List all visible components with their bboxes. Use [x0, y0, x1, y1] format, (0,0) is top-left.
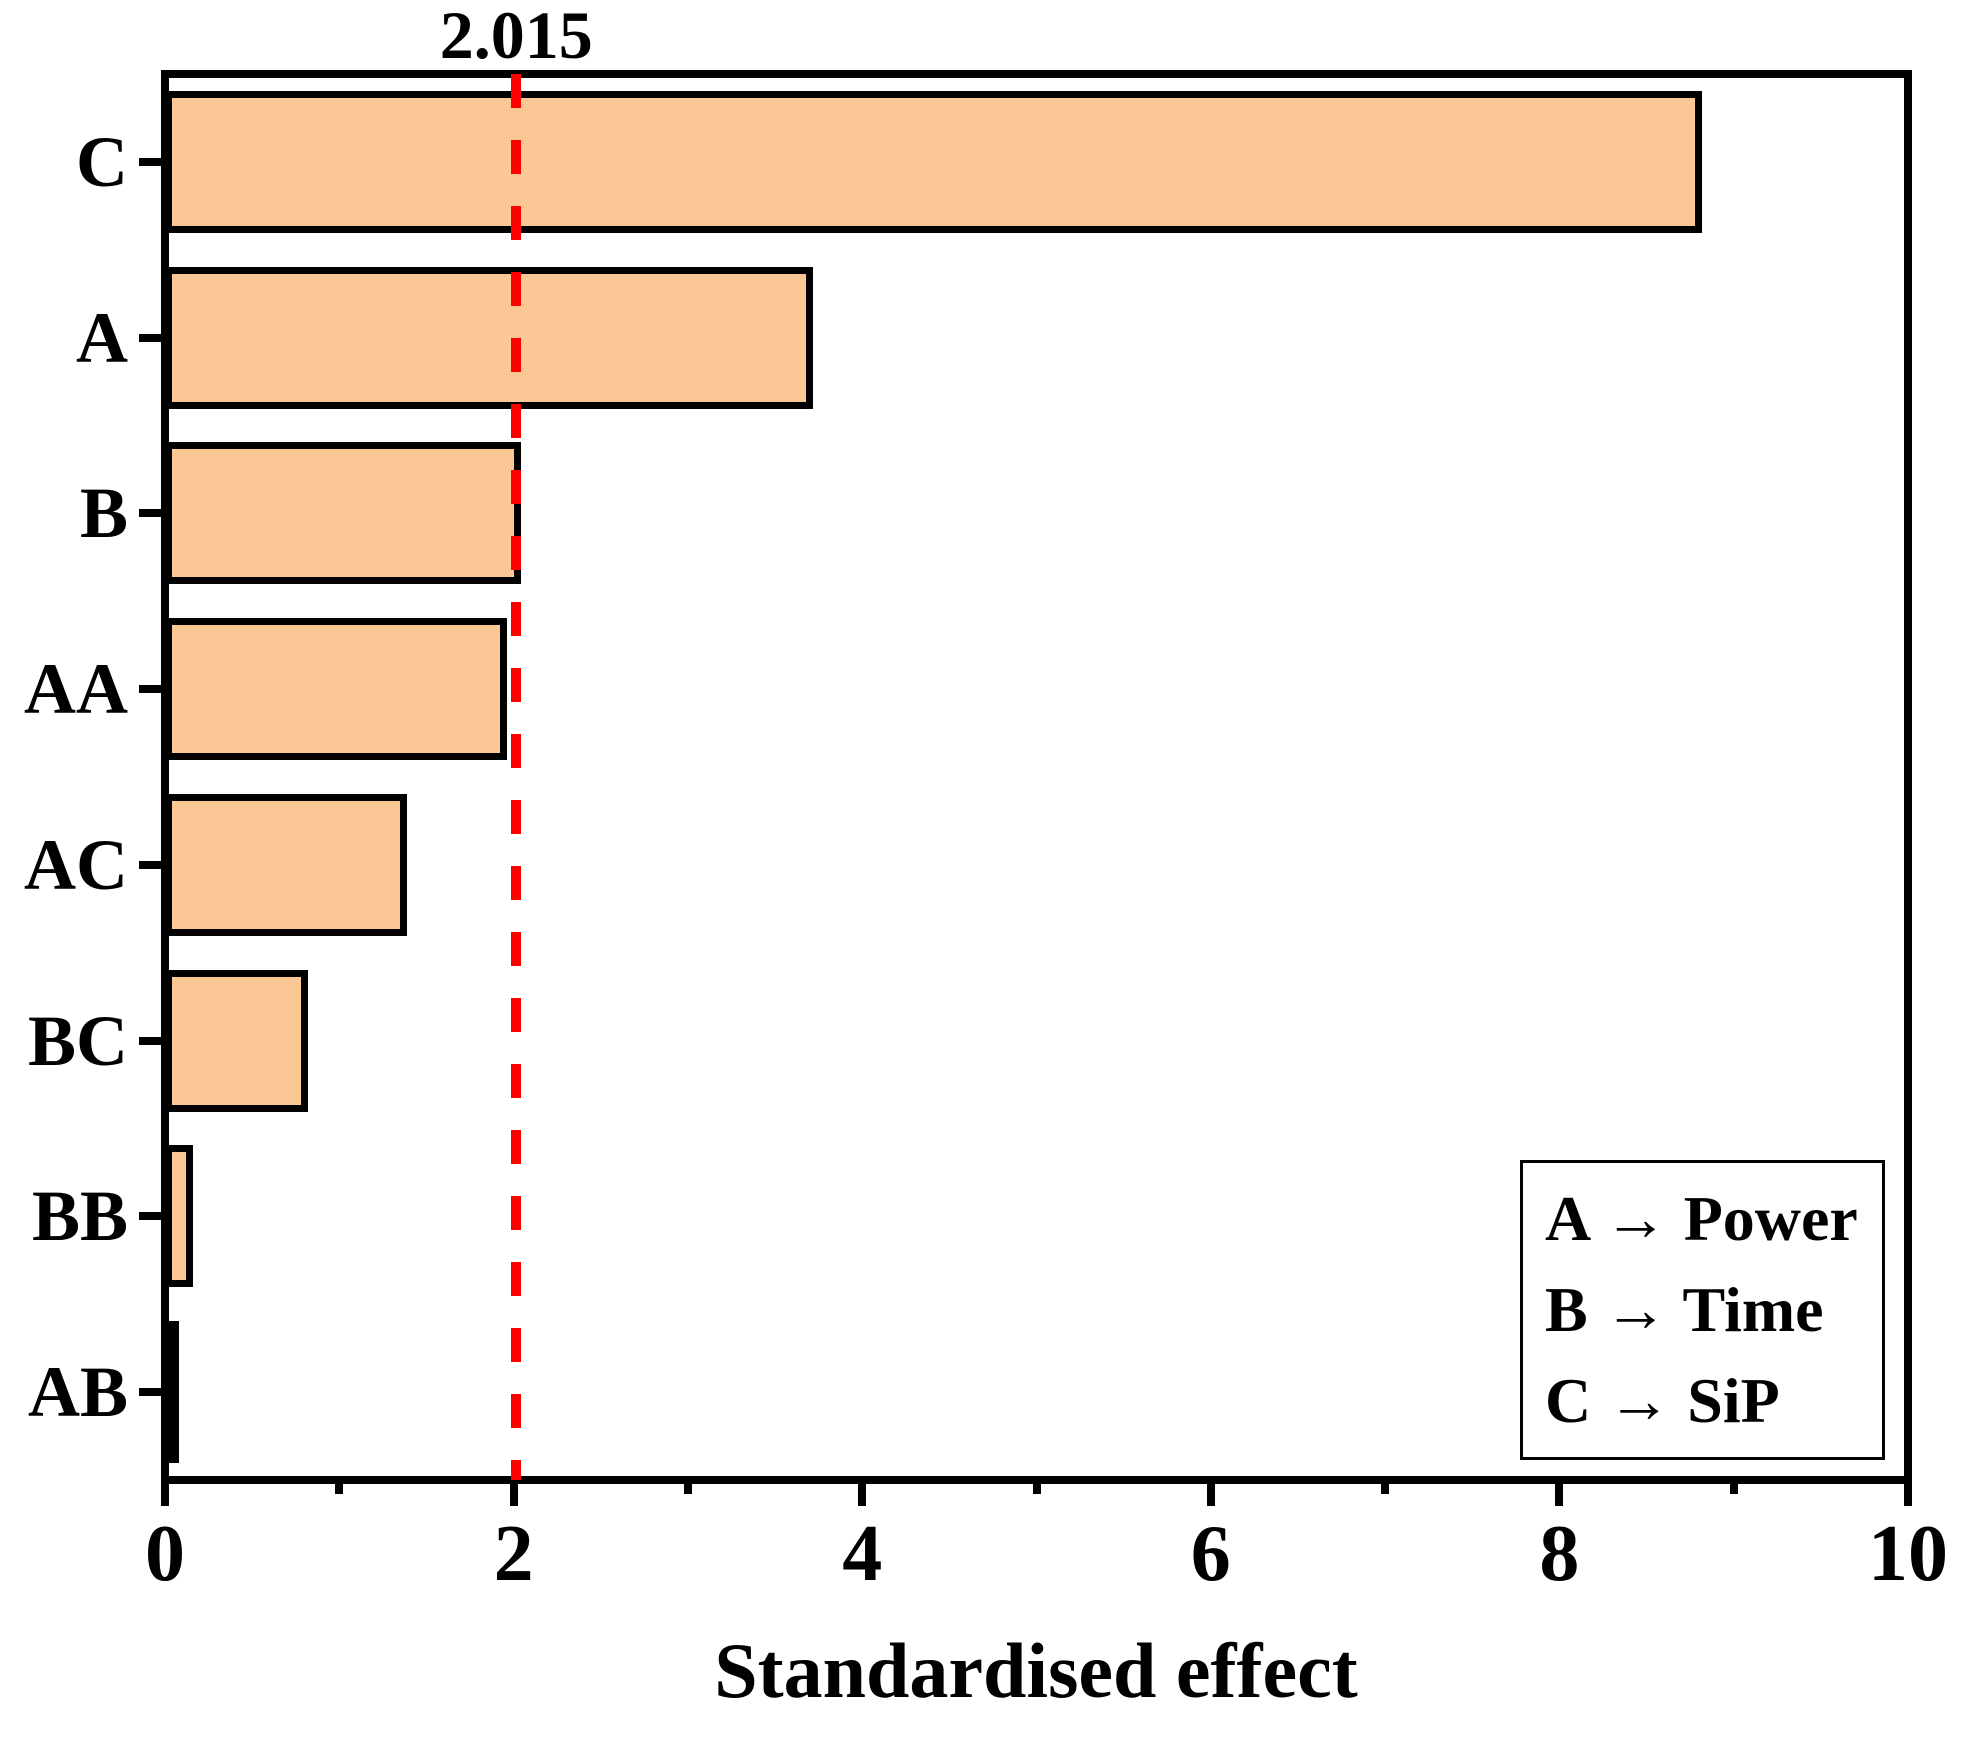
- y-category-label-BB: BB: [31, 1176, 128, 1257]
- bar-A: [165, 266, 814, 409]
- x-axis-label: Standardised effect: [714, 1627, 1358, 1714]
- x-minor-tick: [683, 1480, 692, 1494]
- x-major-tick: [161, 1480, 169, 1506]
- bar-BC: [165, 969, 308, 1112]
- y-major-tick: [139, 1212, 165, 1221]
- legend-entry-A: A → Power: [1545, 1183, 1858, 1254]
- reference-line-label: 2.015: [439, 0, 593, 73]
- x-tick-label: 4: [842, 1510, 883, 1598]
- y-category-label-B: B: [79, 473, 128, 554]
- x-minor-tick: [1381, 1480, 1390, 1494]
- bar-BB: [165, 1145, 193, 1288]
- y-major-tick: [139, 1036, 165, 1045]
- x-tick-label: 2: [493, 1510, 534, 1598]
- bar-AB: [165, 1321, 179, 1464]
- y-category-label-C: C: [76, 121, 128, 202]
- y-category-label-AC: AC: [24, 824, 128, 905]
- x-major-tick: [1555, 1480, 1564, 1506]
- x-minor-tick: [1032, 1480, 1041, 1494]
- x-tick-label: 6: [1190, 1510, 1231, 1598]
- x-tick-label: 8: [1539, 1510, 1580, 1598]
- x-major-tick: [858, 1480, 867, 1506]
- legend-entry-B: B → Time: [1545, 1274, 1824, 1345]
- legend: A → Power B → Time C → SiP: [1520, 1160, 1885, 1460]
- x-minor-tick: [1729, 1480, 1738, 1494]
- x-major-tick: [1206, 1480, 1215, 1506]
- reference-line: [511, 74, 522, 1480]
- bar-B: [165, 442, 521, 585]
- y-major-tick: [139, 860, 165, 869]
- y-major-tick: [139, 1388, 165, 1397]
- x-tick-label: 10: [1868, 1510, 1948, 1598]
- x-tick-label: 0: [145, 1510, 185, 1598]
- bar-AC: [165, 793, 408, 936]
- y-category-label-BC: BC: [27, 1000, 128, 1081]
- y-category-label-AA: AA: [24, 649, 128, 730]
- x-major-tick: [1904, 1480, 1912, 1506]
- bar-AA: [165, 618, 507, 761]
- y-major-tick: [139, 685, 165, 694]
- bar-C: [165, 90, 1703, 233]
- y-category-label-AB: AB: [27, 1352, 128, 1433]
- x-minor-tick: [335, 1480, 344, 1494]
- y-major-tick: [139, 333, 165, 342]
- x-major-tick: [509, 1480, 518, 1506]
- legend-entry-C: C → SiP: [1545, 1365, 1780, 1436]
- y-major-tick: [139, 157, 165, 166]
- y-major-tick: [139, 509, 165, 518]
- y-category-label-A: A: [76, 297, 128, 378]
